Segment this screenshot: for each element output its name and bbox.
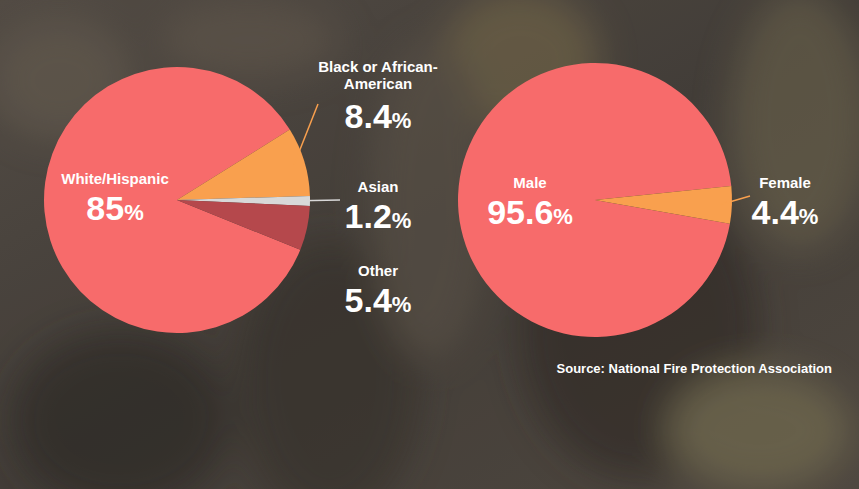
pie-slice	[458, 63, 731, 337]
background	[0, 0, 859, 489]
value-suffix: %	[124, 200, 144, 225]
slice-name-line: Male	[513, 174, 546, 191]
pie-slice	[177, 130, 310, 200]
slice-name: Female	[759, 174, 811, 191]
slice-value: 85%	[86, 189, 143, 227]
value-number: 4.4	[752, 193, 799, 231]
background-overlay	[0, 0, 859, 489]
value-number: 5.4	[345, 281, 392, 319]
pie-labels: Male 95.6% Female 4.4%	[487, 174, 818, 231]
pie-labels: White/Hispanic 85% Black or African-Americ…	[61, 58, 438, 319]
slice-name-line: American	[344, 75, 412, 92]
slice-value: 8.4%	[345, 97, 412, 135]
leader-line	[721, 196, 750, 205]
pie-slice	[595, 186, 732, 224]
leader-lines	[294, 104, 340, 201]
value-suffix: %	[392, 208, 412, 233]
slice-name-line: Other	[358, 262, 398, 279]
chart-canvas: White/Hispanic 85% Black or African-Americ…	[0, 0, 859, 489]
leader-line	[299, 199, 340, 201]
value-suffix: %	[553, 204, 573, 229]
pie	[458, 63, 732, 337]
value-number: 85	[86, 189, 124, 227]
slice-value: 4.4%	[752, 193, 819, 231]
slice-name-line: Asian	[358, 178, 399, 195]
value-suffix: %	[392, 292, 412, 317]
slice-value: 5.4%	[345, 281, 412, 319]
pie	[44, 67, 310, 333]
slice-name: Black or African-American	[318, 58, 437, 92]
value-number: 1.2	[345, 197, 392, 235]
slice-name: Other	[358, 262, 398, 279]
slice-name: Asian	[358, 178, 399, 195]
slice-name: Male	[513, 174, 546, 191]
pie-slice	[177, 200, 310, 250]
slice-name: White/Hispanic	[61, 170, 169, 187]
value-number: 8.4	[345, 97, 392, 135]
slice-name-line: Black or African-	[318, 58, 437, 75]
leader-lines	[721, 196, 750, 205]
source-note: Source: National Fire Protection Associa…	[557, 361, 833, 376]
background-shapes	[0, 0, 859, 489]
slice-value: 95.6%	[487, 193, 573, 231]
value-suffix: %	[799, 204, 819, 229]
slice-name-line: White/Hispanic	[61, 170, 169, 187]
leader-line	[294, 104, 318, 164]
value-suffix: %	[392, 108, 412, 133]
value-number: 95.6	[487, 193, 553, 231]
slice-value: 1.2%	[345, 197, 412, 235]
slice-name-line: Female	[759, 174, 811, 191]
